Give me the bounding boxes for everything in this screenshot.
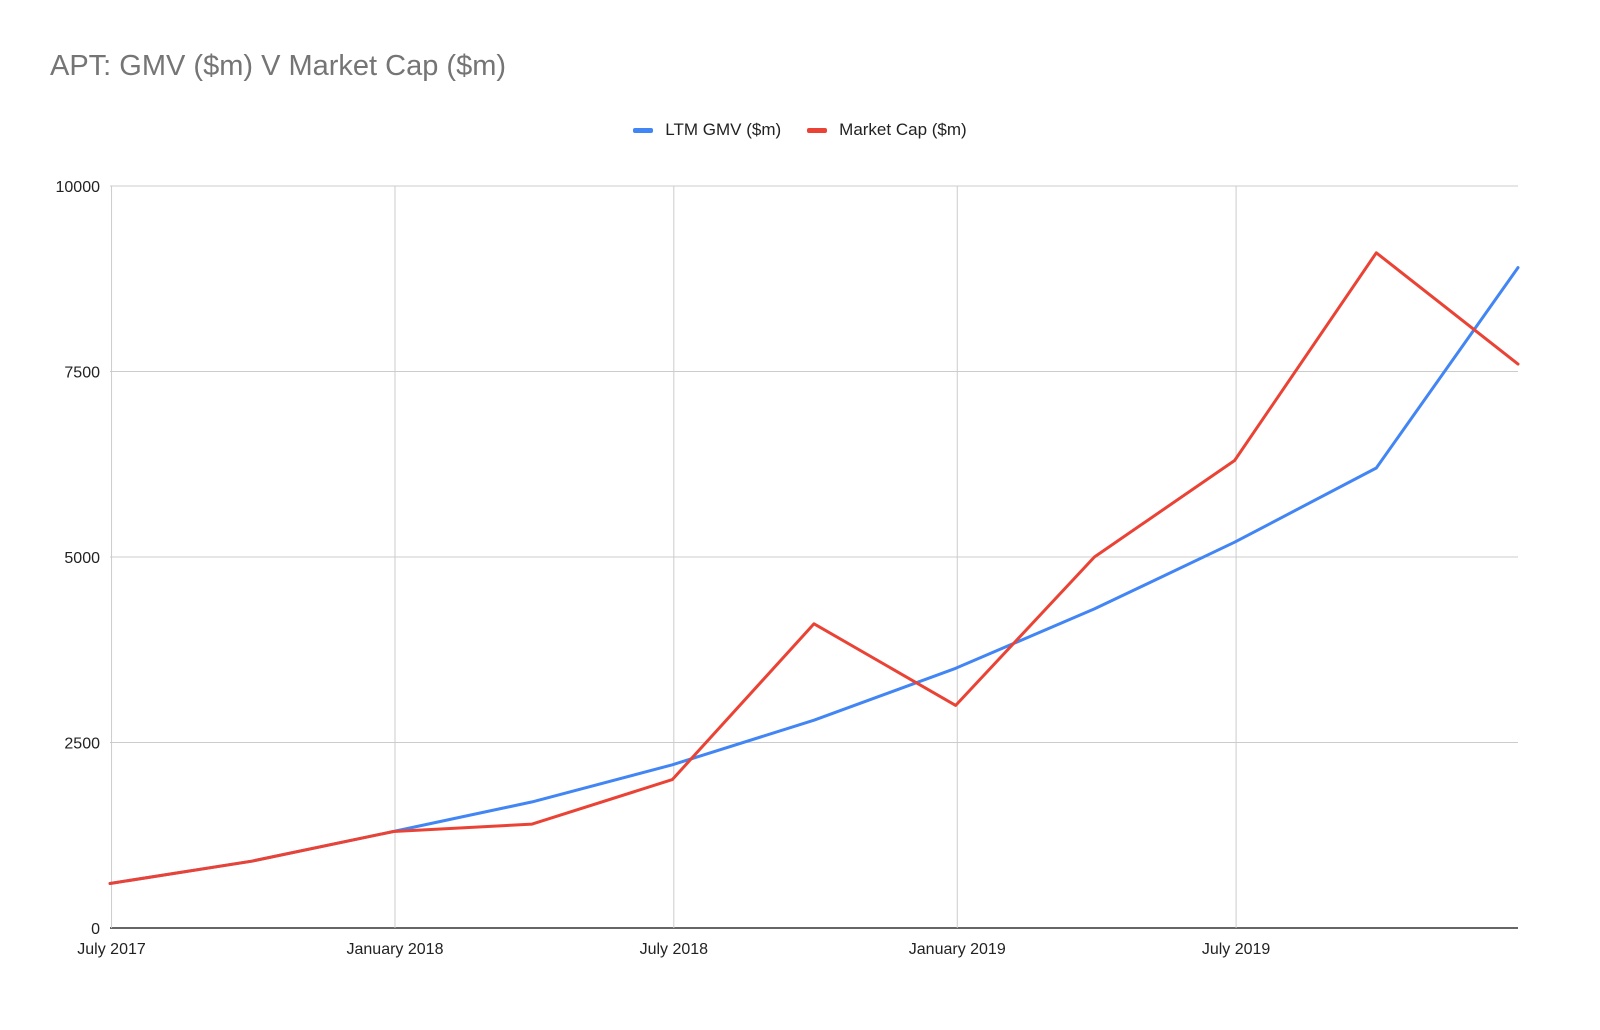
legend-item-gmv[interactable]: LTM GMV ($m) (633, 120, 781, 140)
x-tick-label: January 2018 (347, 941, 444, 958)
legend-label-gmv: LTM GMV ($m) (665, 120, 782, 139)
series-line-1[interactable] (108, 251, 1520, 885)
x-tick-label: July 2019 (1202, 941, 1271, 958)
chart-title: APT: GMV ($m) V Market Cap ($m) (50, 50, 507, 82)
legend-swatch-market-cap (807, 127, 828, 133)
series-line-0[interactable] (108, 266, 1520, 885)
y-tick-label: 7500 (64, 365, 100, 382)
y-tick-label: 2500 (64, 736, 100, 753)
y-tick-label: 10000 (56, 179, 101, 196)
y-tick-label: 0 (91, 921, 100, 938)
legend-swatch-gmv (633, 127, 654, 133)
x-tick-label: July 2017 (77, 941, 146, 958)
y-tick-label: 5000 (64, 550, 100, 567)
legend: LTM GMV ($m) Market Cap ($m) (0, 120, 1600, 140)
axis-labels: 0 2500 5000 7500 10000 July 2017 January 2018 J… (56, 179, 1271, 958)
x-tick-label: January 2019 (909, 941, 1006, 958)
x-tick-label: July 2018 (640, 941, 709, 958)
legend-item-market-cap[interactable]: Market Cap ($m) (807, 120, 967, 140)
legend-label-market-cap: Market Cap ($m) (839, 120, 967, 139)
series-lines (108, 251, 1520, 885)
gridlines (110, 185, 1518, 929)
